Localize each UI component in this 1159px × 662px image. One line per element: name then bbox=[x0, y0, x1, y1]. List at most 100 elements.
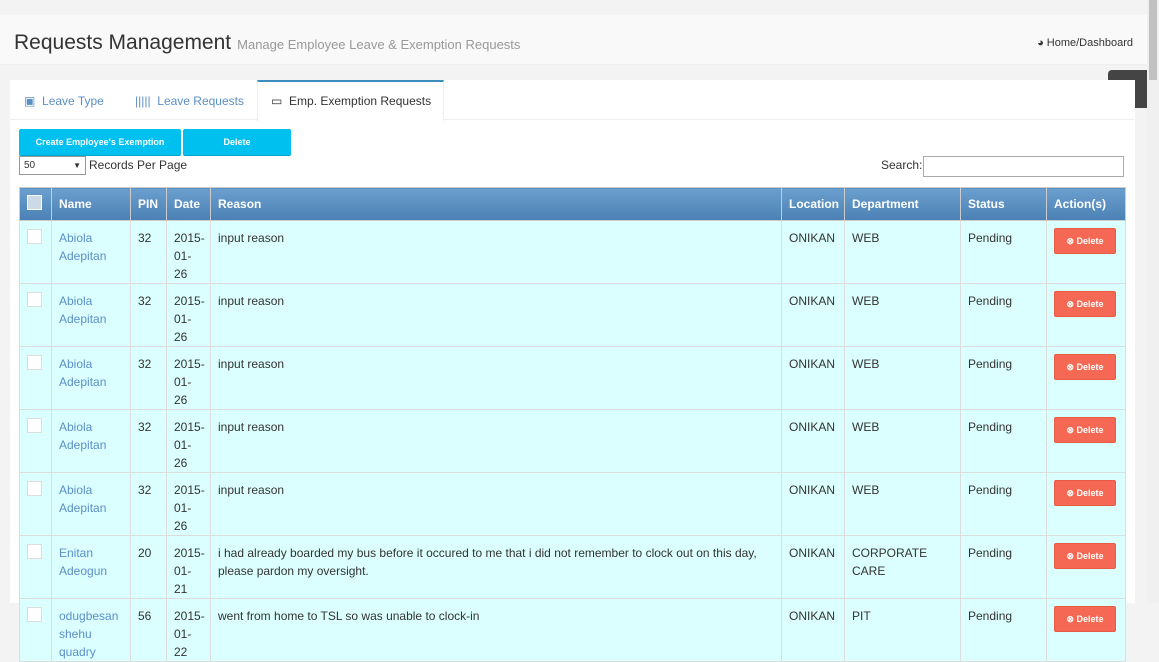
department-cell: WEB bbox=[844, 220, 961, 284]
delete-button[interactable]: Delete bbox=[183, 129, 291, 156]
reason-cell: input reason bbox=[210, 346, 782, 410]
row-delete-button[interactable]: ⊗ Delete bbox=[1054, 291, 1116, 317]
row-delete-button[interactable]: ⊗ Delete bbox=[1054, 228, 1116, 254]
table-row: Enitan Adeogun 20 2015-01-21 i had alrea… bbox=[19, 535, 1126, 599]
location-cell: ONIKAN bbox=[781, 220, 845, 284]
department-cell: WEB bbox=[844, 409, 961, 473]
tab-emp-exemption-requests[interactable]: ▭ Emp. Exemption Requests bbox=[257, 80, 444, 121]
col-location[interactable]: Location bbox=[781, 187, 845, 221]
delete-label: Delete bbox=[1076, 236, 1104, 246]
reason-cell: input reason bbox=[210, 472, 782, 536]
name-cell: Abiola Adepitan bbox=[51, 409, 131, 473]
employee-name-link[interactable]: Abiola Adepitan bbox=[59, 420, 107, 452]
delete-label: Delete bbox=[1076, 425, 1104, 435]
date-cell: 2015-01-26 bbox=[166, 409, 211, 473]
times-circle-icon: ⊗ bbox=[1066, 299, 1074, 309]
reason-cell: i had already boarded my bus before it o… bbox=[210, 535, 782, 599]
scrollbar-thumb[interactable] bbox=[1149, 0, 1157, 80]
col-department[interactable]: Department bbox=[844, 187, 961, 221]
top-strip bbox=[0, 0, 1147, 15]
records-per-page-select[interactable]: 50 ▼ bbox=[19, 156, 86, 175]
location-cell: ONIKAN bbox=[781, 472, 845, 536]
breadcrumb[interactable]: ◕ Home/Dashboard bbox=[1037, 37, 1133, 49]
action-cell: ⊗ Delete bbox=[1046, 472, 1126, 536]
col-date[interactable]: Date bbox=[166, 187, 211, 221]
row-select-cell bbox=[19, 598, 52, 662]
department-cell: WEB bbox=[844, 346, 961, 410]
create-exemption-button[interactable]: Create Employee's Exemption bbox=[19, 129, 181, 156]
date-cell: 2015-01-26 bbox=[166, 283, 211, 347]
table-row: Abiola Adepitan 32 2015-01-26 input reas… bbox=[19, 409, 1126, 473]
employee-name-link[interactable]: Enitan Adeogun bbox=[59, 546, 108, 578]
tab-label: Emp. Exemption Requests bbox=[289, 94, 432, 108]
row-checkbox[interactable] bbox=[27, 481, 42, 496]
status-cell: Pending bbox=[960, 220, 1047, 284]
row-checkbox[interactable] bbox=[27, 355, 42, 370]
tab-leave-type[interactable]: ▣ Leave Type bbox=[24, 80, 104, 120]
row-checkbox[interactable] bbox=[27, 292, 42, 307]
row-checkbox[interactable] bbox=[27, 607, 42, 622]
name-cell: odugbesan shehu quadry bbox=[51, 598, 131, 662]
title-text: Requests Management bbox=[14, 31, 232, 54]
row-delete-button[interactable]: ⊗ Delete bbox=[1054, 417, 1116, 443]
employee-name-link[interactable]: odugbesan shehu quadry bbox=[59, 609, 119, 659]
search-label: Search: bbox=[881, 158, 923, 172]
tab-bar: ▣ Leave Type ||||| Leave Requests ▭ Emp.… bbox=[10, 80, 1135, 121]
status-cell: Pending bbox=[960, 409, 1047, 473]
location-cell: ONIKAN bbox=[781, 346, 845, 410]
date-cell: 2015-01-26 bbox=[166, 472, 211, 536]
dashboard-icon: ◕ bbox=[1037, 37, 1044, 49]
reason-cell: went from home to TSL so was unable to c… bbox=[210, 598, 782, 662]
row-delete-button[interactable]: ⊗ Delete bbox=[1054, 480, 1116, 506]
employee-name-link[interactable]: Abiola Adepitan bbox=[59, 357, 107, 389]
tab-leave-requests[interactable]: ||||| Leave Requests bbox=[135, 80, 244, 120]
image-icon: ▣ bbox=[24, 94, 36, 108]
row-delete-button[interactable]: ⊗ Delete bbox=[1054, 606, 1116, 632]
table-header-row: Name PIN Date Reason Location Department… bbox=[19, 187, 1126, 221]
action-cell: ⊗ Delete bbox=[1046, 283, 1126, 347]
department-cell: PIT bbox=[844, 598, 961, 662]
row-checkbox[interactable] bbox=[27, 544, 42, 559]
col-pin[interactable]: PIN bbox=[130, 187, 167, 221]
delete-label: Delete bbox=[1076, 551, 1104, 561]
employee-name-link[interactable]: Abiola Adepitan bbox=[59, 294, 107, 326]
employee-name-link[interactable]: Abiola Adepitan bbox=[59, 483, 107, 515]
table-row: Abiola Adepitan 32 2015-01-26 input reas… bbox=[19, 346, 1126, 410]
times-circle-icon: ⊗ bbox=[1066, 614, 1074, 624]
delete-label: Delete bbox=[1076, 614, 1104, 624]
vertical-scrollbar[interactable] bbox=[1147, 0, 1159, 603]
col-status[interactable]: Status bbox=[960, 187, 1047, 221]
table-row: Abiola Adepitan 32 2015-01-26 input reas… bbox=[19, 283, 1126, 347]
row-delete-button[interactable]: ⊗ Delete bbox=[1054, 354, 1116, 380]
row-select-cell bbox=[19, 346, 52, 410]
date-cell: 2015-01-26 bbox=[166, 220, 211, 284]
row-select-cell bbox=[19, 472, 52, 536]
pin-cell: 56 bbox=[130, 598, 167, 662]
pin-cell: 32 bbox=[130, 409, 167, 473]
breadcrumb-link[interactable]: Home/Dashboard bbox=[1046, 37, 1133, 49]
times-circle-icon: ⊗ bbox=[1066, 425, 1074, 435]
times-circle-icon: ⊗ bbox=[1066, 488, 1074, 498]
row-select-cell bbox=[19, 283, 52, 347]
search-input[interactable] bbox=[923, 156, 1124, 177]
table-row: Abiola Adepitan 32 2015-01-26 input reas… bbox=[19, 220, 1126, 284]
times-circle-icon: ⊗ bbox=[1066, 551, 1074, 561]
col-name[interactable]: Name bbox=[51, 187, 131, 221]
name-cell: Abiola Adepitan bbox=[51, 283, 131, 347]
action-cell: ⊗ Delete bbox=[1046, 409, 1126, 473]
row-delete-button[interactable]: ⊗ Delete bbox=[1054, 543, 1116, 569]
employee-name-link[interactable]: Abiola Adepitan bbox=[59, 231, 107, 263]
select-all-checkbox[interactable] bbox=[27, 195, 42, 210]
exemption-table: Name PIN Date Reason Location Department… bbox=[19, 187, 1126, 662]
chevron-down-icon: ▼ bbox=[73, 161, 81, 170]
delete-label: Delete bbox=[1076, 362, 1104, 372]
action-cell: ⊗ Delete bbox=[1046, 346, 1126, 410]
content-panel: ▣ Leave Type ||||| Leave Requests ▭ Emp.… bbox=[10, 80, 1135, 662]
row-select-cell bbox=[19, 220, 52, 284]
name-cell: Enitan Adeogun bbox=[51, 535, 131, 599]
times-circle-icon: ⊗ bbox=[1066, 236, 1074, 246]
row-checkbox[interactable] bbox=[27, 418, 42, 433]
col-reason[interactable]: Reason bbox=[210, 187, 782, 221]
col-actions: Action(s) bbox=[1046, 187, 1126, 221]
row-checkbox[interactable] bbox=[27, 229, 42, 244]
